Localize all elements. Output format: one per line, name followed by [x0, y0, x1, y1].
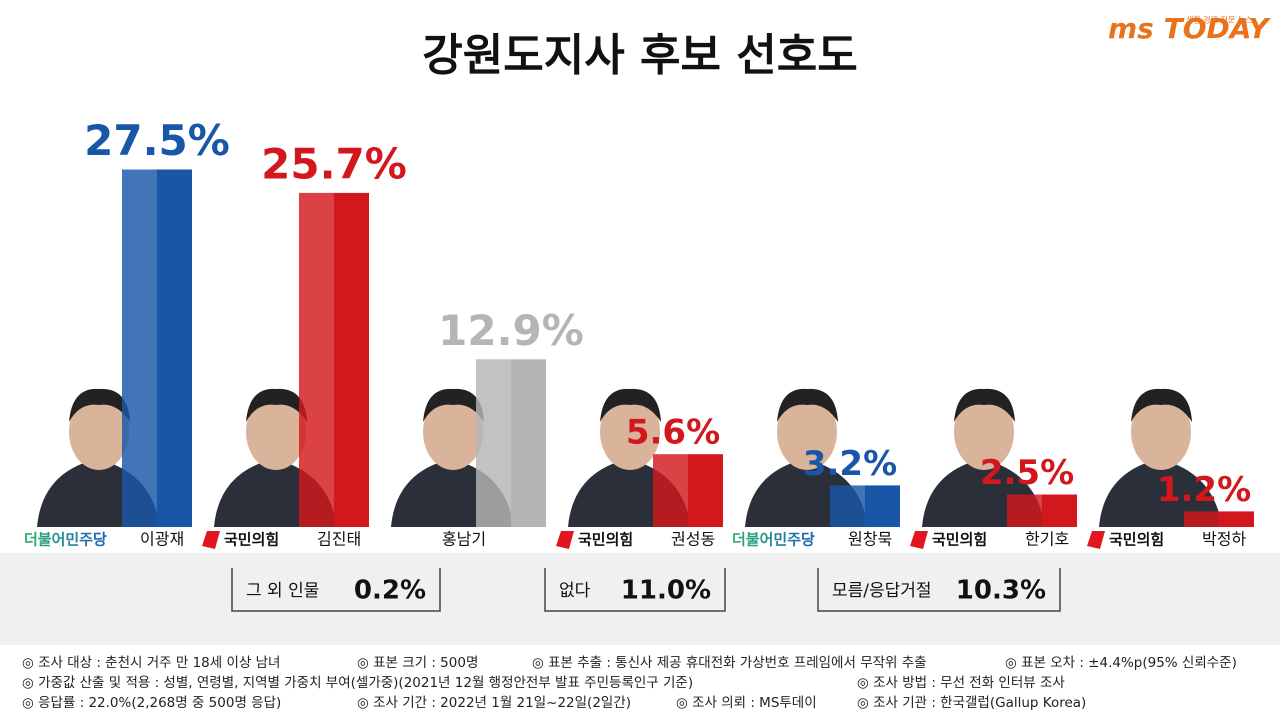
footnote: ◎ 응답률 : 22.0%(2,268명 중 500명 응답): [22, 695, 281, 711]
party-name: 더불어민주당: [732, 531, 815, 549]
party-mark: [910, 531, 928, 549]
candidate-photo: [1131, 394, 1191, 470]
candidate-photo: [423, 388, 484, 422]
footnote: ◎ 조사 방법 : 무선 전화 인터뷰 조사: [857, 675, 1065, 691]
name-row: [374, 527, 552, 553]
response-box: [231, 568, 441, 612]
name-row: [728, 527, 906, 553]
party-mark: [202, 531, 220, 549]
bar: [299, 192, 369, 527]
candidate-photo: [69, 388, 130, 422]
footnote: ◎ 조사 의뢰 : MS투데이: [676, 695, 817, 711]
footnote: ◎ 조사 기간 : 2022년 1월 21일~22일(2일간): [357, 695, 631, 711]
response-box: [817, 568, 1061, 612]
bar: [122, 169, 192, 527]
response-value: 11.0%: [621, 576, 711, 606]
bar: [1184, 511, 1254, 527]
candidate-photo: [246, 394, 306, 470]
response-value: 10.3%: [956, 576, 1046, 606]
value-label: 27.5%: [84, 116, 230, 165]
party-name: 더불어민주당: [24, 531, 107, 549]
bar: [476, 359, 546, 527]
candidate-photo: [600, 388, 661, 422]
bar: [1007, 494, 1077, 527]
name-row: [20, 527, 198, 553]
chart-title: 강원도지사 후보 선호도: [422, 30, 857, 81]
party-name: 국민의힘: [224, 531, 279, 549]
response-label: 없다: [559, 581, 591, 601]
candidate-photo: [1131, 388, 1192, 422]
candidate-photo: [69, 394, 129, 470]
response-value: 0.2%: [354, 576, 426, 606]
party-mark: [556, 531, 574, 549]
candidate-photo: [777, 388, 838, 422]
value-label: 5.6%: [626, 413, 720, 453]
candidate-photo: [423, 394, 483, 470]
party-name: 국민의힘: [932, 531, 987, 549]
bar: [653, 454, 723, 527]
logo-tagline: 생활 경제 전문 뉴스: [1186, 15, 1253, 25]
footnote: ◎ 표본 오차 : ±4.4%p(95% 신뢰수준): [1005, 655, 1237, 671]
candidate-photo: [1099, 459, 1222, 527]
response-label: 모름/응답거절: [832, 581, 932, 601]
candidate-name: 한기호: [1025, 530, 1069, 549]
party-name: 국민의힘: [578, 531, 633, 549]
response-band: [0, 553, 1280, 645]
footnote: ◎ 조사 기관 : 한국갤럽(Gallup Korea): [857, 695, 1086, 711]
name-row: [551, 527, 729, 553]
value-label: 2.5%: [980, 453, 1074, 493]
bar: [830, 485, 900, 527]
candidate-name: 권성동: [671, 530, 715, 549]
footnote: ◎ 표본 추출 : 통신사 제공 휴대전화 가상번호 프레임에서 무작위 추출: [532, 655, 927, 671]
candidate-photo: [777, 394, 837, 470]
candidate-photo: [954, 394, 1014, 470]
name-row: [197, 527, 375, 553]
footnote: ◎ 가중값 산출 및 적용 : 성별, 연령별, 지역별 가중치 부여(셀가중)…: [22, 675, 693, 691]
candidate-name: 원창묵: [848, 530, 892, 549]
footnote: ◎ 표본 크기 : 500명: [357, 655, 478, 671]
candidate-photo: [600, 394, 660, 470]
response-label: 그 외 인물: [246, 581, 319, 601]
name-row: [905, 527, 1083, 553]
candidate-name: 김진태: [317, 530, 361, 549]
value-label: 3.2%: [803, 444, 897, 484]
candidate-photo: [954, 388, 1015, 422]
party-mark: [1087, 531, 1105, 549]
value-label: 25.7%: [261, 139, 407, 188]
name-row: [1082, 527, 1260, 553]
response-box: [544, 568, 726, 612]
value-label: 12.9%: [438, 306, 584, 355]
value-label: 1.2%: [1157, 470, 1251, 510]
candidate-photo: [246, 388, 307, 422]
candidate-name: 홍남기: [442, 530, 486, 549]
candidate-name: 이광재: [140, 530, 184, 549]
footnote: ◎ 조사 대상 : 춘천시 거주 만 18세 이상 남녀: [22, 655, 280, 671]
party-name: 국민의힘: [1109, 531, 1164, 549]
logo: ms TODAY: [1108, 12, 1271, 45]
candidate-name: 박정하: [1202, 530, 1246, 549]
